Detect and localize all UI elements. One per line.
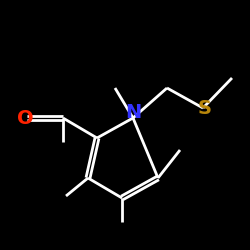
Text: O: O [17,108,33,128]
Text: N: N [125,102,141,122]
Text: S: S [198,98,212,117]
